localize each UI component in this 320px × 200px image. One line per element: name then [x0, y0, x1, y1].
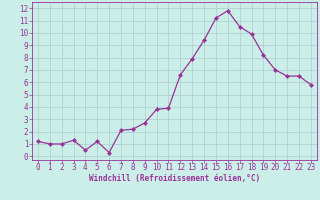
X-axis label: Windchill (Refroidissement éolien,°C): Windchill (Refroidissement éolien,°C) — [89, 174, 260, 183]
